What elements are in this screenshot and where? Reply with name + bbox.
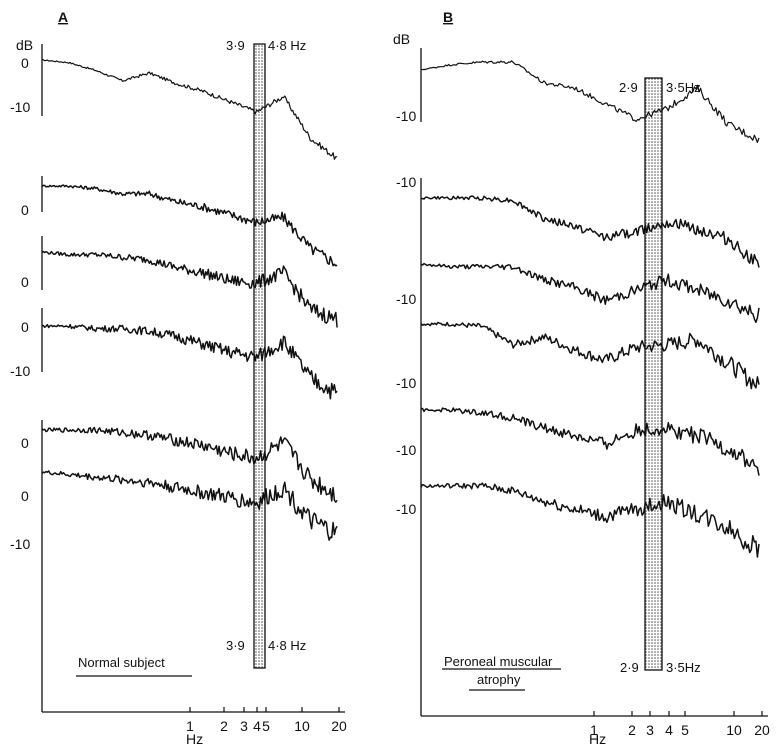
panel-b-y-unit: dB xyxy=(393,31,410,47)
panel-b-y-tick-3: -10 xyxy=(396,291,416,307)
panel-a-y-tick-1: 0 xyxy=(21,55,29,71)
x-tick-label: 5 xyxy=(681,722,689,738)
panel-a-y-tick-8: 0 xyxy=(21,488,29,504)
panel-b-x-ticks: 1 2 3 4 5 10 20 xyxy=(590,711,770,738)
x-tick-label: 3 xyxy=(646,722,654,738)
panel-a-y-tick-4: 0 xyxy=(21,274,29,290)
panel-a-x-ticks: 1 2 3 4 5 10 20 xyxy=(186,707,347,734)
x-tick-label: 2 xyxy=(628,722,636,738)
panel-a-band-high-top: 4·8 Hz xyxy=(268,38,306,53)
x-tick-label: 10 xyxy=(726,722,742,738)
x-tick-label: 5 xyxy=(262,718,270,734)
panel-b-letter: B xyxy=(443,9,453,25)
panel-a-traces xyxy=(41,59,338,541)
x-tick-label: 4 xyxy=(253,718,261,734)
x-tick-label: 1 xyxy=(590,722,598,738)
spectrum-trace xyxy=(420,60,760,143)
x-tick-label: 3 xyxy=(240,718,248,734)
panel-a-y-tick-5: 0 xyxy=(21,319,29,335)
spectrum-trace xyxy=(420,262,760,324)
panel-a-band-high-bottom: 4·8 Hz xyxy=(268,638,306,653)
panel-b-y-tick-1: -10 xyxy=(396,108,416,124)
spectrum-trace xyxy=(41,59,338,160)
panel-a-y-tick-9: -10 xyxy=(10,536,30,552)
spectrum-trace xyxy=(420,321,760,390)
spectrum-trace xyxy=(420,195,760,268)
panel-b-y-tick-2: -10 xyxy=(396,174,416,190)
x-tick-label: 2 xyxy=(220,718,228,734)
panel-a-letter: A xyxy=(58,9,68,25)
panel-a-y-tick-7: 0 xyxy=(21,435,29,451)
panel-b-subject-label-line1: Peroneal muscular xyxy=(444,654,553,669)
x-tick-label: 4 xyxy=(665,722,673,738)
panel-a-y-unit: dB xyxy=(16,37,33,53)
panel-a-y-tick-6: -10 xyxy=(10,363,30,379)
panel-b-peak-band xyxy=(644,77,663,671)
panel-b-y-tick-4: -10 xyxy=(396,375,416,391)
panel-b-band-high-top: 3·5Hz xyxy=(666,80,701,95)
x-tick-label: 20 xyxy=(754,722,770,738)
spectrum-trace xyxy=(420,407,760,476)
panel-b-band-low-bottom: 2·9 xyxy=(620,660,639,675)
x-tick-label: 20 xyxy=(331,718,347,734)
panel-a: A dB 3·9 4·8 Hz 3·9 4·8 Hz 0 -10 0 0 0 -… xyxy=(10,9,347,747)
panel-a-x-unit: Hz xyxy=(186,731,203,747)
spectrum-trace xyxy=(41,184,338,267)
panel-a-y-tick-3: 0 xyxy=(21,202,29,218)
panel-b-traces xyxy=(420,60,760,558)
spectrum-trace xyxy=(420,482,760,558)
x-tick-label: 1 xyxy=(186,718,194,734)
panel-b-x-unit: Hz xyxy=(589,731,606,747)
spectrum-trace xyxy=(41,470,338,541)
panel-a-subject-label: Normal subject xyxy=(78,655,165,670)
spectrum-trace xyxy=(41,250,338,328)
panel-b-y-tick-5: -10 xyxy=(396,442,416,458)
spectrum-trace xyxy=(41,323,338,400)
panel-a-band-low-top: 3·9 xyxy=(226,38,245,53)
panel-b-y-tick-6: -10 xyxy=(396,501,416,517)
panel-b: B dB 2·9 3·5Hz 2·9 3·5Hz -10 -10 -10 -10… xyxy=(393,9,770,747)
spectrum-trace xyxy=(41,426,338,503)
panel-b-subject-label-line2: atrophy xyxy=(477,672,521,687)
panel-a-y-tick-2: -10 xyxy=(10,99,30,115)
x-tick-label: 10 xyxy=(294,718,310,734)
panel-b-band-high-bottom: 3·5Hz xyxy=(666,660,701,675)
panel-b-band-low-top: 2·9 xyxy=(619,80,638,95)
panel-a-band-low-bottom: 3·9 xyxy=(226,638,245,653)
